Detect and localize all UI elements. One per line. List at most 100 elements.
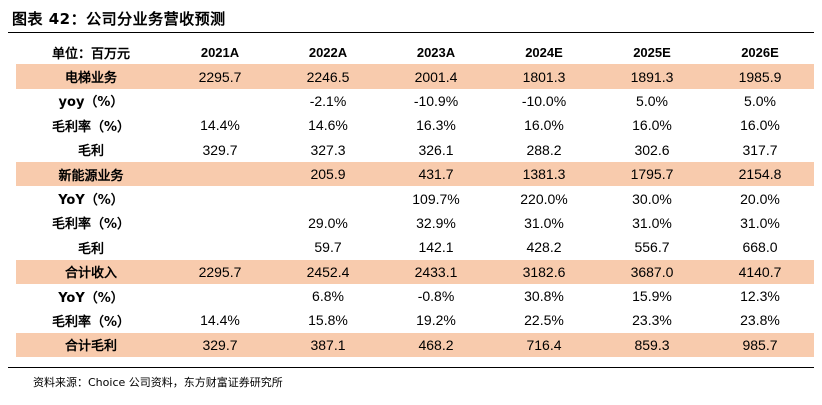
row-label: 毛利率（%） (51, 314, 131, 330)
header-year: 2021A (200, 44, 240, 60)
table-cell: 387.1 (274, 332, 382, 358)
table-cell: 29.0% (308, 214, 348, 231)
table-cell: 142.1 (418, 239, 454, 256)
table-row: 合计毛利 329.7 387.1 468.2 716.4 859.3 985.7 (16, 332, 814, 358)
table-cell: 205.9 (274, 161, 382, 187)
table-cell: 2154.8 (706, 161, 814, 187)
table-cell: 16.0% (740, 117, 780, 134)
table-cell: 23.3% (632, 312, 672, 329)
table-cell: 4140.7 (706, 259, 814, 284)
table-cell: 1381.3 (490, 161, 598, 187)
table-cell: 985.7 (706, 332, 814, 358)
table-cell: 109.7% (412, 190, 460, 207)
table-cell (166, 235, 274, 259)
table-cell: 668.0 (742, 239, 778, 256)
table-cell: 2001.4 (382, 64, 490, 89)
table-cell: 2295.7 (166, 259, 274, 284)
table-cell (166, 211, 274, 235)
table-cell: 14.4% (200, 117, 240, 134)
table-cell: 1985.9 (706, 64, 814, 89)
header-year: 2026E (741, 44, 779, 60)
header-year: 2025E (633, 44, 671, 60)
table-cell: 3182.6 (490, 259, 598, 284)
table-cell: 468.2 (382, 332, 490, 358)
table-cell: 2295.7 (166, 64, 274, 89)
table-cell: 6.8% (312, 288, 344, 305)
table-row: yoy（%） -2.1% -10.9% -10.0% 5.0% 5.0% (16, 89, 814, 113)
table-cell: 3687.0 (598, 259, 706, 284)
table-row: 毛利 59.7 142.1 428.2 556.7 668.0 (16, 235, 814, 259)
table-cell: 31.0% (524, 214, 564, 231)
table-cell: 302.6 (634, 141, 670, 158)
header-year: 2023A (416, 44, 456, 60)
table-cell: 5.0% (636, 92, 668, 109)
table-cell: 220.0% (520, 190, 568, 207)
table-cell: 30.0% (632, 190, 672, 207)
table-cell: 15.9% (632, 288, 672, 305)
row-label: 合计毛利 (16, 332, 166, 358)
table-row: 合计收入 2295.7 2452.4 2433.1 3182.6 3687.0 4140.7 (16, 259, 814, 284)
table-cell: 16.3% (416, 117, 456, 134)
table-cell: 327.3 (310, 141, 346, 158)
table-cell: 23.8% (740, 312, 780, 329)
table-cell: 19.2% (416, 312, 456, 329)
row-label: 电梯业务 (16, 64, 166, 89)
table-row: 毛利率（%） 14.4% 15.8% 19.2% 22.5% 23.3% 23.8% (16, 308, 814, 332)
table-cell: 1801.3 (490, 64, 598, 89)
table-cell (166, 284, 274, 308)
table-cell: -0.8% (417, 288, 455, 305)
row-label: 合计收入 (16, 259, 166, 284)
table-cell: 30.8% (524, 288, 564, 305)
table-row: 新能源业务 205.9 431.7 1381.3 1795.7 2154.8 (16, 161, 814, 187)
table-cell: 288.2 (526, 141, 562, 158)
table-row: 毛利率（%） 29.0% 32.9% 31.0% 31.0% 31.0% (16, 211, 814, 235)
table-cell: 2433.1 (382, 259, 490, 284)
table-row: 毛利率（%） 14.4% 14.6% 16.3% 16.0% 16.0% 16.0% (16, 113, 814, 137)
header-row: 单位：百万元 2021A 2022A 2023A 2024E 2025E 202… (16, 40, 814, 64)
row-label: 毛利 (77, 144, 104, 160)
header-year: 2024E (525, 44, 563, 60)
table-cell: 859.3 (598, 332, 706, 358)
row-label: 毛利率（%） (51, 119, 131, 135)
table-cell: 2246.5 (274, 64, 382, 89)
row-label: 新能源业务 (16, 161, 166, 187)
header-unit: 单位：百万元 (51, 46, 130, 62)
row-label: 毛利 (77, 241, 104, 257)
revenue-forecast-table: 单位：百万元 2021A 2022A 2023A 2024E 2025E 202… (16, 40, 814, 358)
table-cell: 16.0% (524, 117, 564, 134)
table-cell: 716.4 (490, 332, 598, 358)
table-cell (274, 186, 382, 210)
table-cell: 326.1 (418, 141, 454, 158)
table-cell: 59.7 (314, 239, 342, 256)
table-cell (166, 161, 274, 187)
table-cell: 431.7 (382, 161, 490, 187)
source-note: 资料来源：Choice 公司资料，东方财富证券研究所 (33, 376, 283, 389)
table-cell: -2.1% (309, 92, 347, 109)
table-cell (166, 89, 274, 113)
row-label: YoY（%） (58, 193, 124, 209)
table-cell: -10.9% (413, 92, 459, 109)
table-cell: 32.9% (416, 214, 456, 231)
table-cell: 15.8% (308, 312, 348, 329)
table-cell: 1891.3 (598, 64, 706, 89)
table-cell (166, 186, 274, 210)
table-cell: 2452.4 (274, 259, 382, 284)
table-cell: 329.7 (166, 332, 274, 358)
table-cell: 16.0% (632, 117, 672, 134)
table-cell: 31.0% (740, 214, 780, 231)
header-year: 2022A (308, 44, 348, 60)
table-cell: 556.7 (634, 239, 670, 256)
table-cell: 14.6% (308, 117, 348, 134)
table-cell: 20.0% (740, 190, 780, 207)
table-cell: 12.3% (740, 288, 780, 305)
table-cell: 329.7 (202, 141, 238, 158)
table-row: 电梯业务 2295.7 2246.5 2001.4 1801.3 1891.3 1985.9 (16, 64, 814, 89)
table-cell: 1795.7 (598, 161, 706, 187)
row-label: 毛利率（%） (51, 217, 131, 233)
table-cell: 428.2 (526, 239, 562, 256)
table-cell: 14.4% (200, 312, 240, 329)
table-cell: 31.0% (632, 214, 672, 231)
bottom-rule (8, 367, 814, 368)
table-cell: 5.0% (744, 92, 776, 109)
figure-title: 图表 42：公司分业务营收预测 (12, 10, 226, 28)
